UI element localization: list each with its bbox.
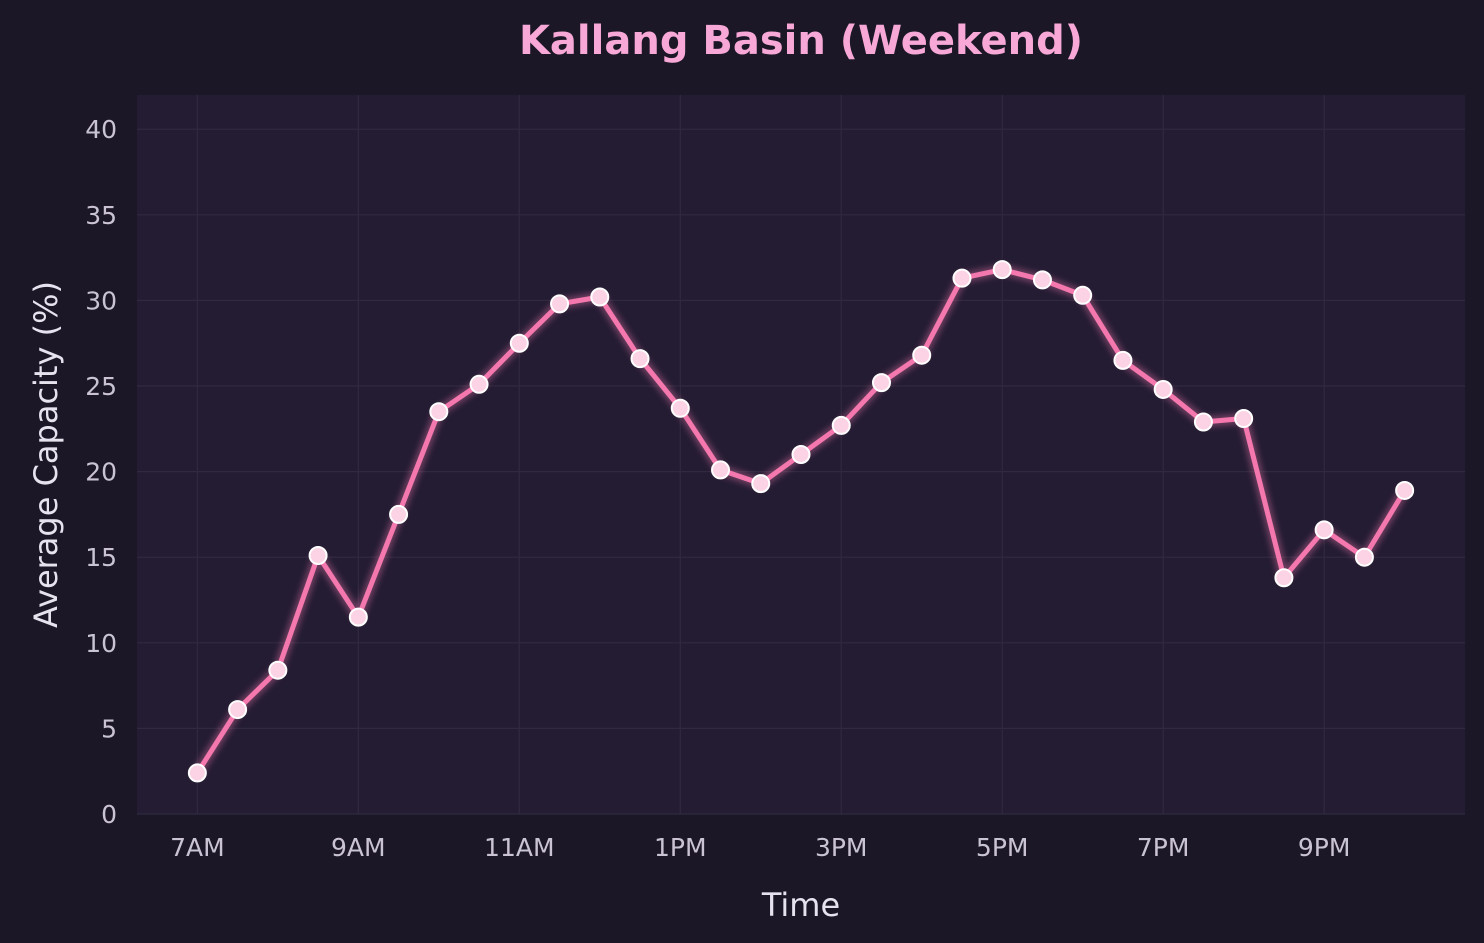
- data-point: [268, 660, 288, 680]
- x-tick-label: 5PM: [976, 833, 1029, 862]
- data-point: [187, 763, 207, 783]
- y-tick-label: 40: [85, 115, 117, 144]
- data-point: [550, 294, 570, 314]
- data-point: [1354, 547, 1374, 567]
- x-tick-label: 7AM: [170, 833, 225, 862]
- y-tick-label: 35: [85, 201, 117, 230]
- tick-labels: 0 5 10 15 20 25 30 35 40 7AM 9AM 11AM 1PM 3PM 5PM 7PM 9P…: [85, 115, 1350, 862]
- data-point: [1274, 568, 1294, 588]
- data-point: [590, 287, 610, 307]
- data-point: [630, 349, 650, 369]
- data-point: [1193, 412, 1213, 432]
- chart-title: Kallang Basin (Weekend): [519, 18, 1083, 64]
- x-tick-label: 11AM: [484, 833, 554, 862]
- data-point: [1314, 520, 1334, 540]
- data-point: [992, 260, 1012, 280]
- data-point: [670, 398, 690, 418]
- x-tick-label: 9AM: [331, 833, 386, 862]
- data-point: [469, 374, 489, 394]
- data-point: [751, 474, 771, 494]
- data-point: [791, 445, 811, 464]
- y-tick-label: 0: [101, 800, 117, 829]
- x-tick-label: 3PM: [815, 833, 868, 862]
- y-tick-label: 15: [85, 543, 117, 572]
- gridlines: [137, 95, 1465, 815]
- data-point: [509, 333, 529, 353]
- y-axis-label: Average Capacity (%): [27, 281, 65, 628]
- data-point: [912, 345, 932, 365]
- y-tick-label: 30: [85, 286, 117, 315]
- y-tick-label: 10: [85, 629, 117, 658]
- data-point: [348, 607, 368, 627]
- data-point: [1113, 350, 1133, 370]
- data-point: [228, 700, 248, 720]
- data-point: [1395, 480, 1415, 500]
- x-tick-label: 7PM: [1137, 833, 1190, 862]
- data-point: [1032, 270, 1052, 290]
- data-point: [389, 504, 409, 524]
- data-point: [831, 415, 851, 435]
- data-point: [1153, 379, 1173, 399]
- y-tick-label: 25: [85, 372, 117, 401]
- y-tick-label: 20: [85, 458, 117, 487]
- markers-layer: [187, 260, 1415, 783]
- x-axis-label: Time: [761, 886, 840, 924]
- data-point: [711, 460, 731, 480]
- x-tick-label: 9PM: [1298, 833, 1351, 862]
- y-tick-label: 5: [101, 714, 117, 743]
- x-tick-label: 1PM: [654, 833, 707, 862]
- data-point: [871, 373, 891, 393]
- data-point: [429, 402, 449, 422]
- data-point: [308, 546, 328, 566]
- data-point: [952, 268, 972, 288]
- data-point: [1234, 409, 1254, 429]
- data-point: [1073, 285, 1093, 305]
